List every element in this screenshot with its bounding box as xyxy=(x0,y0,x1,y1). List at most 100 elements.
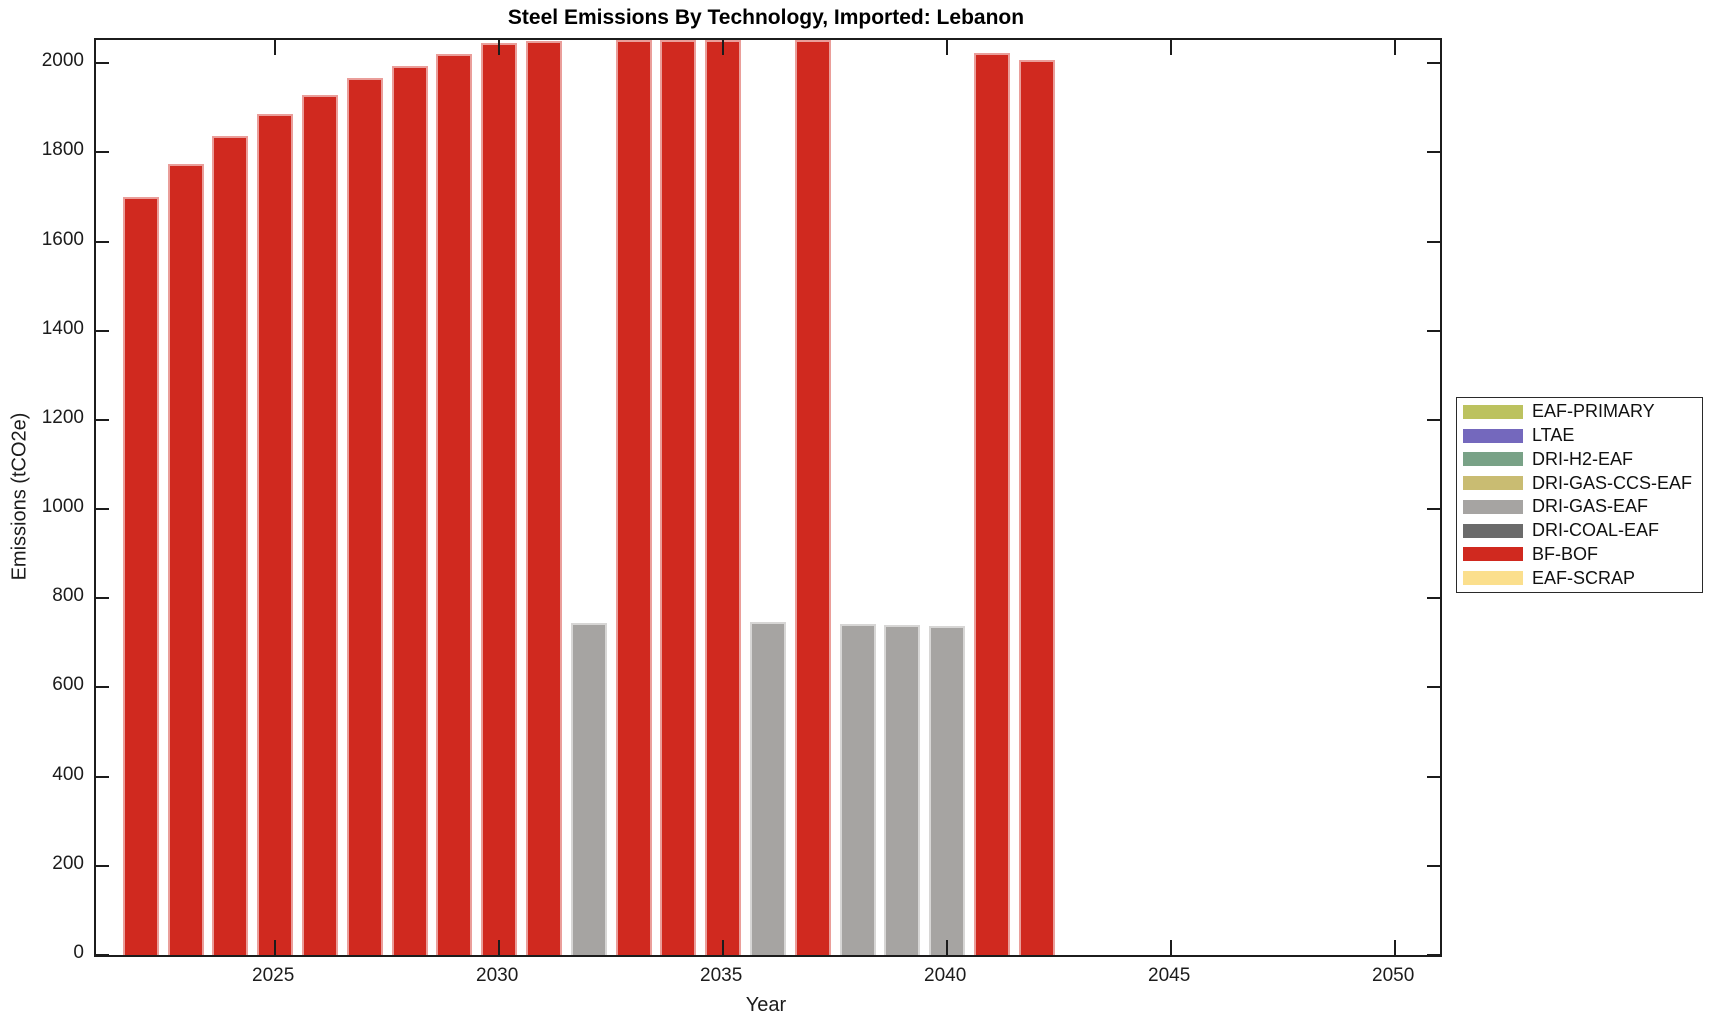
legend-swatch-dri-coal-eaf xyxy=(1463,523,1523,538)
bar-2033-bf-bof xyxy=(615,40,652,955)
y-tick-right-800 xyxy=(1427,597,1440,600)
y-tick-0 xyxy=(96,954,109,956)
y-tick-right-1800 xyxy=(1427,151,1440,154)
legend-swatch-dri-gas-eaf xyxy=(1463,499,1523,514)
y-tick-label-400: 400 xyxy=(52,763,84,785)
legend-item-eaf-scrap: EAF-SCRAP xyxy=(1457,566,1702,590)
y-tick-right-1000 xyxy=(1427,508,1440,511)
x-tick-2030 xyxy=(498,940,501,955)
legend-label: DRI-H2-EAF xyxy=(1532,448,1634,469)
x-tick-2025 xyxy=(274,940,277,955)
bar-2032-dri-gas-eaf xyxy=(570,622,607,955)
legend-swatch-dri-gas-ccs-eaf xyxy=(1463,476,1523,491)
y-tick-right-2000 xyxy=(1427,62,1440,65)
legend-item-bf-bof: BF-BOF xyxy=(1457,543,1702,567)
chart-title: Steel Emissions By Technology, Imported:… xyxy=(507,6,1025,29)
legend-item-dri-gas-ccs-eaf: DRI-GAS-CCS-EAF xyxy=(1457,471,1702,495)
bar-2034-bf-bof xyxy=(660,40,697,955)
bar-2022-bf-bof xyxy=(122,196,159,955)
x-tick-top-2045 xyxy=(1170,40,1173,55)
legend-label: DRI-GAS-EAF xyxy=(1532,496,1649,517)
x-tick-label-2035: 2035 xyxy=(700,965,743,986)
y-tick-right-0 xyxy=(1427,954,1440,956)
y-tick-right-200 xyxy=(1427,864,1440,867)
bar-2035-bf-bof xyxy=(705,40,742,955)
x-tick-label-2040: 2040 xyxy=(924,965,967,986)
y-tick-right-1200 xyxy=(1427,418,1440,421)
y-tick-400 xyxy=(96,775,109,778)
bar-2026-bf-bof xyxy=(302,94,338,955)
legend-label: EAF-SCRAP xyxy=(1532,567,1636,588)
bar-2023-bf-bof xyxy=(167,164,204,955)
legend-item-dri-coal-eaf: DRI-COAL-EAF xyxy=(1457,519,1702,543)
legend-label: DRI-GAS-CCS-EAF xyxy=(1532,472,1693,493)
legend-item-ltae: LTAE xyxy=(1457,424,1702,448)
x-tick-2045 xyxy=(1170,940,1173,955)
x-tick-top-2050 xyxy=(1394,40,1397,55)
legend-item-eaf-primary: EAF-PRIMARY xyxy=(1457,400,1702,424)
bar-2030-bf-bof xyxy=(481,43,518,955)
bar-2029-bf-bof xyxy=(436,53,473,955)
y-tick-1400 xyxy=(96,329,109,332)
x-axis-label: Year xyxy=(745,994,787,1016)
y-tick-right-400 xyxy=(1427,775,1440,778)
y-tick-right-1600 xyxy=(1427,240,1440,243)
x-tick-2040 xyxy=(946,940,949,955)
legend-label: BF-BOF xyxy=(1532,543,1598,564)
x-tick-label-2025: 2025 xyxy=(252,965,295,986)
bar-2039-dri-gas-eaf xyxy=(884,625,921,955)
y-tick-label-0: 0 xyxy=(73,942,84,963)
x-tick-label-2030: 2030 xyxy=(476,965,519,986)
legend-item-dri-h2-eaf: DRI-H2-EAF xyxy=(1457,448,1702,472)
bar-2042-bf-bof xyxy=(1018,60,1055,955)
bar-2031-bf-bof xyxy=(526,40,562,955)
bar-2024-bf-bof xyxy=(212,135,249,955)
x-tick-top-2025 xyxy=(274,40,277,55)
plot-area xyxy=(94,38,1442,957)
bar-2040-dri-gas-eaf xyxy=(929,626,966,955)
y-tick-200 xyxy=(96,864,109,867)
y-tick-1800 xyxy=(96,151,109,154)
bar-2041-bf-bof xyxy=(974,52,1010,955)
y-tick-right-1400 xyxy=(1427,329,1440,332)
y-tick-2000 xyxy=(96,62,109,65)
bar-2037-bf-bof xyxy=(794,40,831,955)
y-tick-1200 xyxy=(96,418,109,421)
y-tick-800 xyxy=(96,597,109,600)
legend-label: EAF-PRIMARY xyxy=(1532,401,1655,422)
y-tick-label-1000: 1000 xyxy=(41,496,84,518)
legend: EAF-PRIMARY LTAE DRI-H2-EAF DRI-GAS-CCS-EAF… xyxy=(1456,397,1703,593)
y-tick-label-600: 600 xyxy=(52,674,84,696)
y-tick-right-600 xyxy=(1427,686,1440,689)
legend-swatch-eaf-scrap xyxy=(1463,571,1523,586)
y-tick-label-1600: 1600 xyxy=(41,228,84,250)
y-tick-label-800: 800 xyxy=(52,585,84,607)
x-tick-label-2050: 2050 xyxy=(1372,965,1415,986)
bar-2036-dri-gas-eaf xyxy=(750,622,786,955)
y-tick-1000 xyxy=(96,508,109,511)
legend-label: LTAE xyxy=(1532,425,1575,446)
bar-2027-bf-bof xyxy=(346,78,383,955)
y-tick-label-1200: 1200 xyxy=(41,406,84,428)
x-tick-top-2040 xyxy=(946,40,949,55)
legend-swatch-dri-h2-eaf xyxy=(1463,452,1523,467)
y-tick-label-200: 200 xyxy=(52,852,84,874)
x-tick-2035 xyxy=(722,940,725,955)
legend-label: DRI-COAL-EAF xyxy=(1532,520,1660,541)
legend-swatch-bf-bof xyxy=(1463,547,1523,562)
y-tick-1600 xyxy=(96,240,109,243)
bar-2028-bf-bof xyxy=(391,65,428,955)
x-tick-2050 xyxy=(1394,940,1397,955)
legend-item-dri-gas-eaf: DRI-GAS-EAF xyxy=(1457,495,1702,519)
legend-swatch-eaf-primary xyxy=(1463,404,1523,419)
y-tick-label-2000: 2000 xyxy=(41,50,84,72)
y-tick-600 xyxy=(96,686,109,689)
legend-swatch-ltae xyxy=(1463,428,1523,443)
bar-2025-bf-bof xyxy=(257,114,294,955)
y-tick-label-1800: 1800 xyxy=(41,139,84,161)
x-tick-top-2035 xyxy=(722,40,725,55)
y-tick-label-1400: 1400 xyxy=(41,317,84,339)
x-tick-label-2045: 2045 xyxy=(1148,965,1191,986)
x-tick-top-2030 xyxy=(498,40,501,55)
